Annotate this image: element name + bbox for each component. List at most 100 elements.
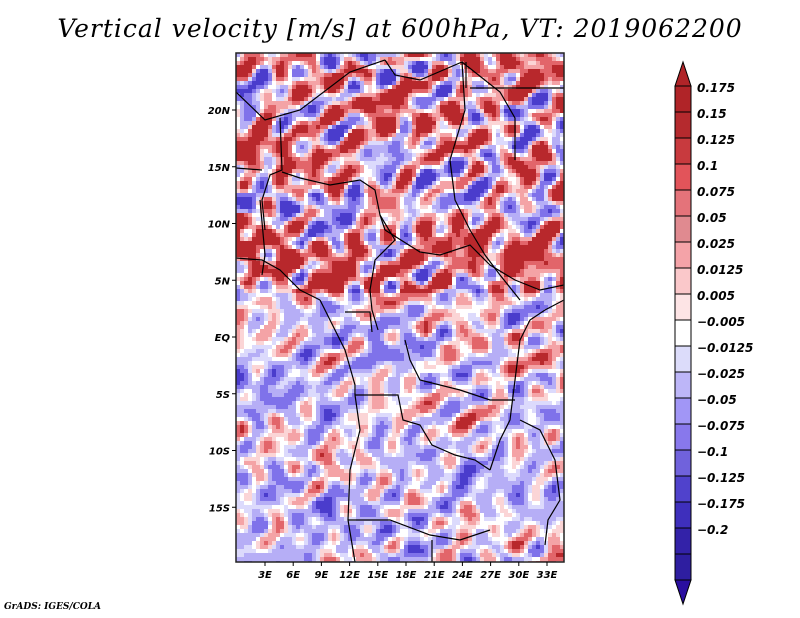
- field-cell: [408, 205, 412, 209]
- field-cell: [308, 81, 312, 85]
- field-cell: [384, 249, 388, 253]
- field-cell: [456, 209, 460, 213]
- field-cell: [400, 225, 404, 229]
- field-cell: [460, 81, 464, 85]
- field-cell: [280, 193, 284, 197]
- field-cell: [280, 185, 284, 189]
- field-cell: [244, 61, 248, 65]
- field-cell: [368, 73, 372, 77]
- field-cell: [456, 257, 460, 261]
- field-cell: [424, 225, 428, 229]
- field-cell: [544, 85, 548, 89]
- field-cell: [444, 65, 448, 69]
- field-cell: [500, 81, 504, 85]
- field-cell: [284, 149, 288, 153]
- field-cell: [280, 213, 284, 217]
- field-cell: [552, 121, 556, 125]
- field-cell: [352, 97, 356, 101]
- field-cell: [416, 285, 420, 289]
- field-cell: [480, 149, 484, 153]
- field-cell: [252, 173, 256, 177]
- field-cell: [508, 125, 512, 129]
- field-cell: [524, 269, 528, 273]
- field-cell: [508, 281, 512, 285]
- field-cell: [300, 141, 304, 145]
- field-cell: [428, 53, 432, 57]
- field-cell: [340, 277, 344, 281]
- field-cell: [548, 229, 552, 233]
- field-cell: [236, 185, 240, 189]
- field-cell: [472, 77, 476, 81]
- field-cell: [328, 225, 332, 229]
- field-cell: [536, 133, 540, 137]
- field-cell: [400, 109, 404, 113]
- field-cell: [412, 197, 416, 201]
- field-cell: [472, 201, 476, 205]
- field-cell: [556, 161, 560, 165]
- field-cell: [244, 173, 248, 177]
- field-cell: [336, 281, 340, 285]
- field-cell: [472, 117, 476, 121]
- field-cell: [516, 129, 520, 133]
- field-cell: [288, 109, 292, 113]
- field-cell: [296, 229, 300, 233]
- field-cell: [368, 193, 372, 197]
- field-cell: [256, 241, 260, 245]
- field-cell: [392, 285, 396, 289]
- field-cell: [356, 81, 360, 85]
- field-cell: [496, 133, 500, 137]
- field-cell: [500, 109, 504, 113]
- field-cell: [432, 109, 436, 113]
- field-cell: [512, 245, 516, 249]
- field-cell: [320, 161, 324, 165]
- field-cell: [252, 181, 256, 185]
- field-cell: [376, 289, 380, 293]
- field-cell: [248, 141, 252, 145]
- field-cell: [352, 209, 356, 213]
- field-cell: [384, 257, 388, 261]
- field-cell: [356, 69, 360, 73]
- field-cell: [456, 69, 460, 73]
- field-cell: [292, 101, 296, 105]
- field-cell: [400, 113, 404, 117]
- field-cell: [452, 249, 456, 253]
- field-cell: [312, 277, 316, 281]
- field-cell: [236, 133, 240, 137]
- field-cell: [400, 285, 404, 289]
- field-cell: [304, 133, 308, 137]
- field-cell: [256, 145, 260, 149]
- field-cell: [540, 165, 544, 169]
- field-cell: [292, 93, 296, 97]
- field-cell: [260, 93, 264, 97]
- field-cell: [292, 161, 296, 165]
- field-cell: [400, 229, 404, 233]
- field-cell: [492, 89, 496, 93]
- field-cell: [292, 277, 296, 281]
- field-cell: [248, 201, 252, 205]
- field-cell: [500, 229, 504, 233]
- field-cell: [320, 177, 324, 181]
- field-cell: [556, 81, 560, 85]
- field-cell: [332, 245, 336, 249]
- field-cell: [288, 101, 292, 105]
- field-cell: [352, 109, 356, 113]
- field-cell: [276, 257, 280, 261]
- field-cell: [448, 133, 452, 137]
- field-cell: [556, 121, 560, 125]
- field-cell: [256, 217, 260, 221]
- field-cell: [552, 93, 556, 97]
- field-cell: [392, 253, 396, 257]
- field-cell: [292, 265, 296, 269]
- field-cell: [352, 61, 356, 65]
- field-cell: [548, 137, 552, 141]
- field-cell: [496, 77, 500, 81]
- field-cell: [308, 165, 312, 169]
- field-cell: [376, 113, 380, 117]
- field-cell: [544, 113, 548, 117]
- field-cell: [356, 269, 360, 273]
- field-cell: [240, 217, 244, 221]
- field-cell: [272, 93, 276, 97]
- field-cell: [380, 241, 384, 245]
- field-cell: [332, 233, 336, 237]
- field-cell: [544, 133, 548, 137]
